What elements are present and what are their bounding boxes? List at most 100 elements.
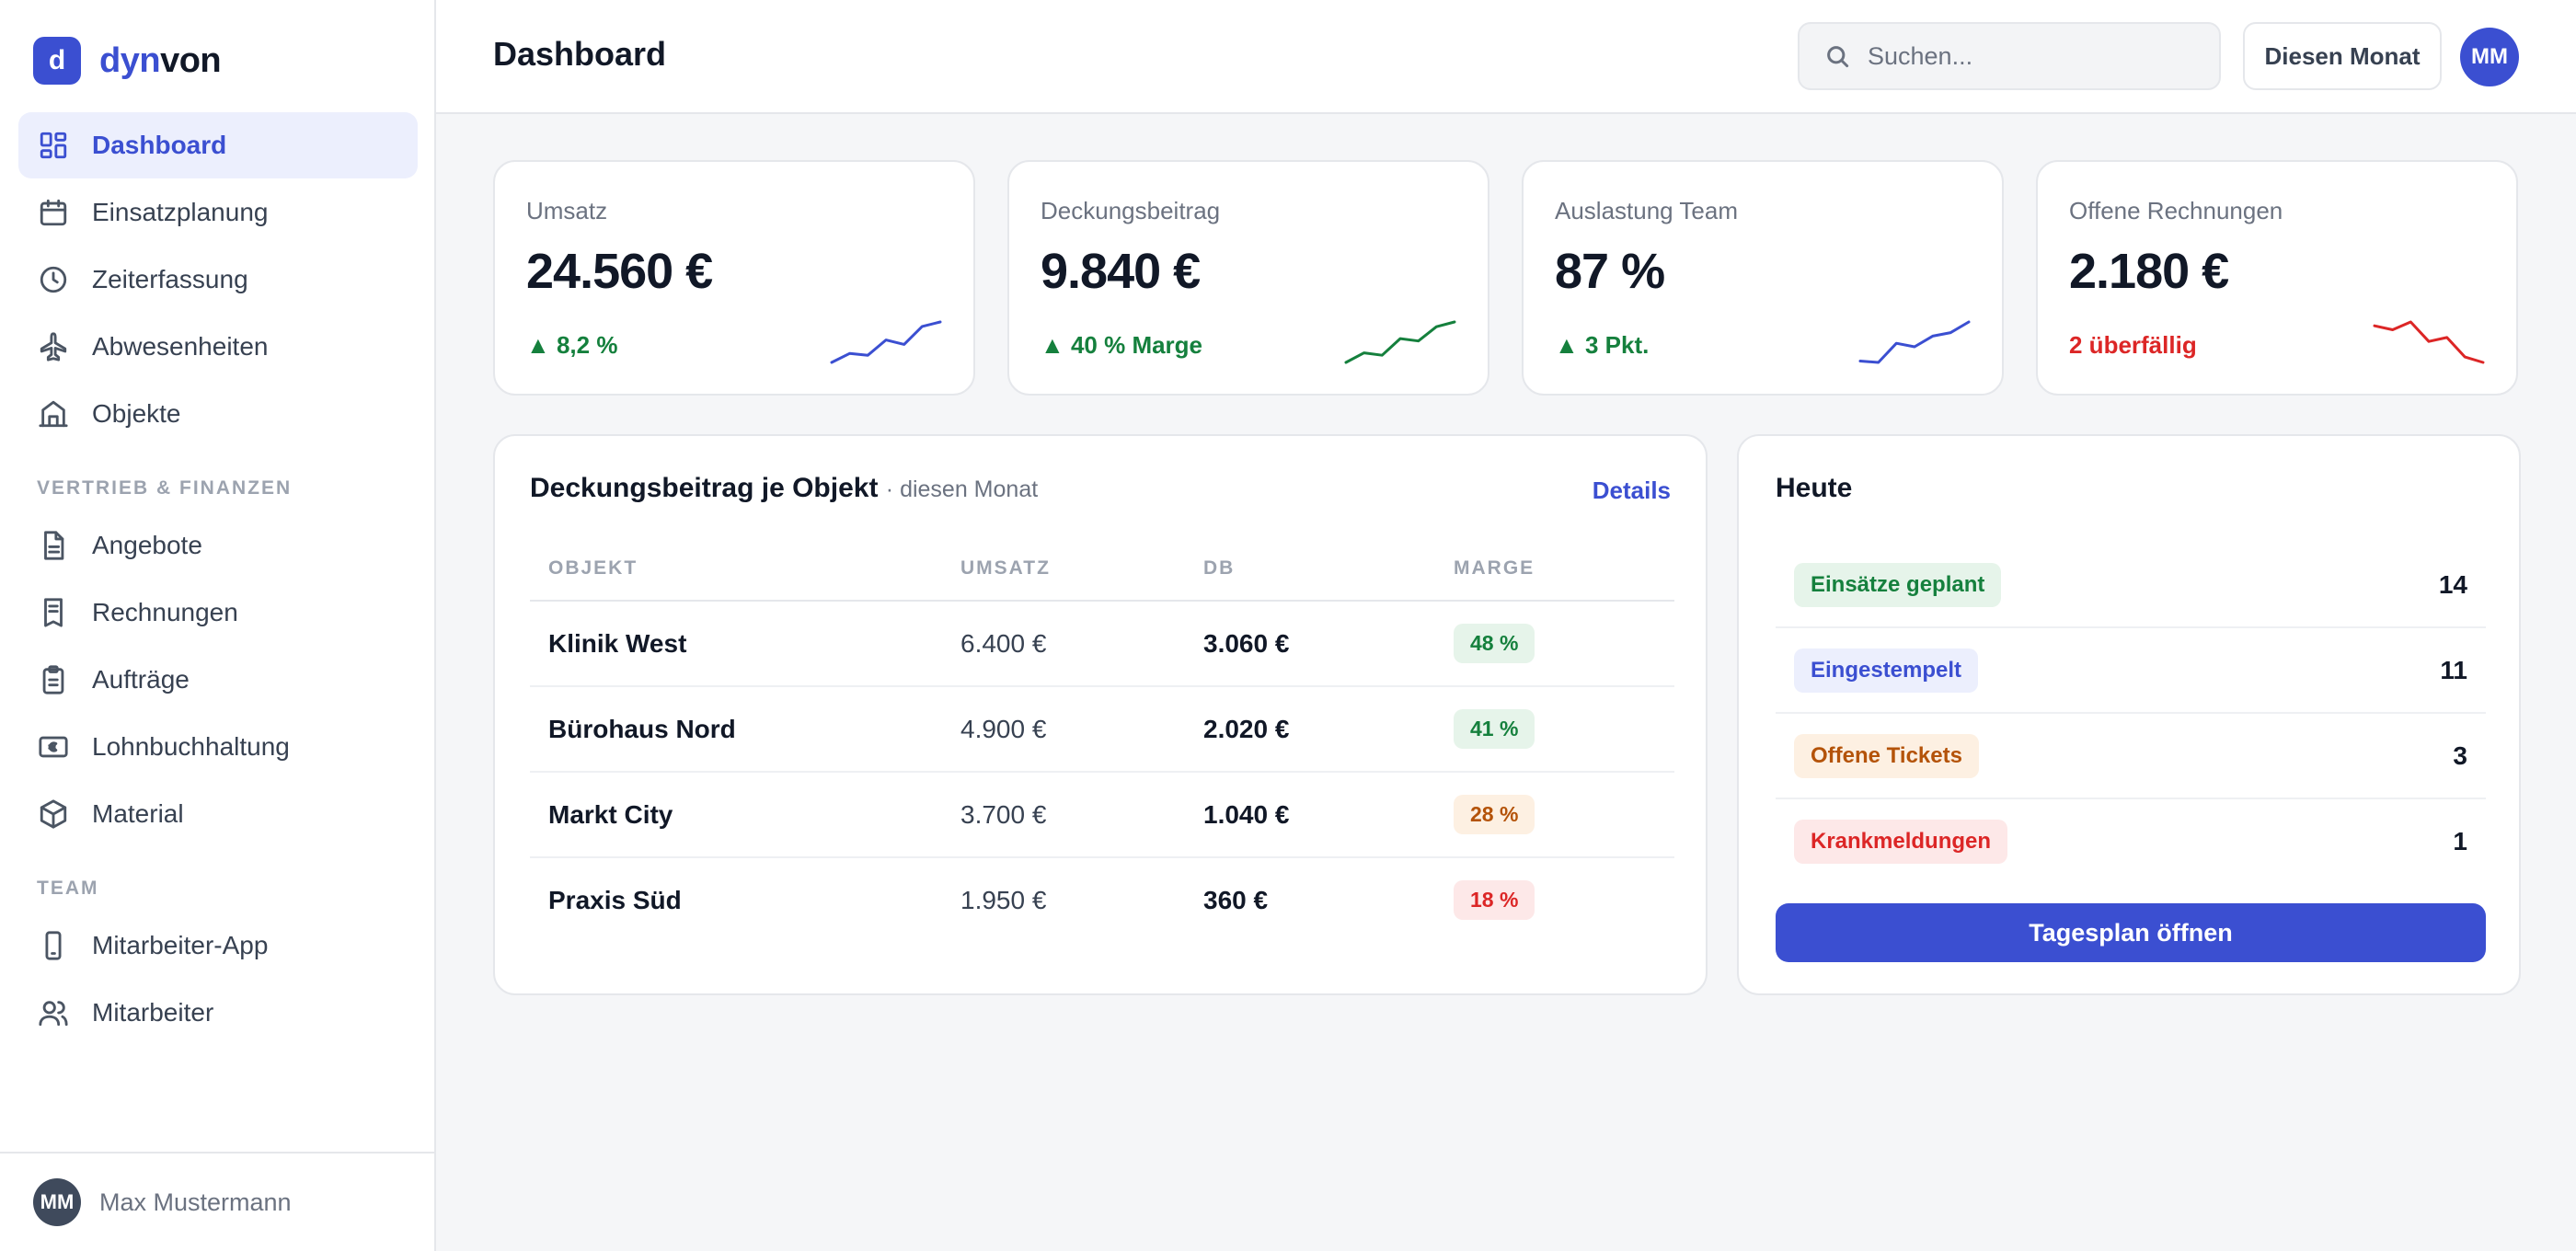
sidebar-item-mitarbeiter[interactable]: Mitarbeiter xyxy=(18,980,418,1046)
sparkline-path xyxy=(830,320,942,364)
open-day-plan-button[interactable]: Tagesplan öffnen xyxy=(1776,903,2486,962)
details-link[interactable]: Details xyxy=(1592,476,1671,504)
table-row[interactable]: Markt City 3.700 € 1.040 € 28 % xyxy=(530,773,1674,858)
sparkline-path xyxy=(2373,320,2485,364)
sidebar-item-label: Mitarbeiter-App xyxy=(92,931,269,959)
sidebar-item-dashboard[interactable]: Dashboard xyxy=(18,112,418,178)
kpi-value: 2.180 € xyxy=(2069,244,2229,299)
card-title: Heute xyxy=(1776,473,1853,503)
sidebar-item-abwesenheiten[interactable]: Abwesenheiten xyxy=(18,314,418,380)
page-title: Dashboard xyxy=(493,35,667,73)
cell-objekt: Markt City xyxy=(548,799,673,829)
sidebar: d dynvon Dashboard Einsatzplanung Zeiter… xyxy=(0,0,436,1251)
table-row[interactable]: Bürohaus Nord 4.900 € 2.020 € 41 % xyxy=(530,687,1674,773)
period-select-button[interactable]: Diesen Monat xyxy=(2243,22,2442,90)
kpi-label: Auslastung Team xyxy=(1555,197,1738,224)
sidebar-item-label: Aufträge xyxy=(92,665,190,694)
nav-section-team: TEAM xyxy=(37,878,99,899)
sidebar-item-label: Abwesenheiten xyxy=(92,332,269,361)
sidebar-item-einsatzplanung[interactable]: Einsatzplanung xyxy=(18,179,418,246)
kpi-delta: ▲ 3 Pkt. xyxy=(1555,331,1650,359)
search-box[interactable] xyxy=(1798,22,2221,90)
top-header: Dashboard Diesen Monat MM xyxy=(436,0,2576,114)
box-icon xyxy=(37,798,70,831)
avatar: MM xyxy=(33,1178,81,1226)
column-header-umsatz: UMSATZ xyxy=(960,557,1051,579)
list-item[interactable]: Krankmeldungen 1 xyxy=(1776,799,2486,885)
kpi-sparkline xyxy=(2373,320,2485,364)
item-count: 11 xyxy=(2440,655,2467,684)
sidebar-item-label: Mitarbeiter xyxy=(92,998,214,1027)
list-item[interactable]: Eingestempelt 11 xyxy=(1776,628,2486,714)
list-item[interactable]: Einsätze geplant 14 xyxy=(1776,543,2486,628)
margin-badge: 41 % xyxy=(1454,709,1535,749)
sidebar-item-lohnbuchhaltung[interactable]: Lohnbuchhaltung xyxy=(18,714,418,780)
item-count: 3 xyxy=(2453,740,2467,770)
sidebar-item-label: Dashboard xyxy=(92,131,227,159)
airplane-icon xyxy=(37,330,70,363)
calendar-icon xyxy=(37,196,70,229)
cell-umsatz: 6.400 € xyxy=(960,628,1047,658)
sidebar-item-label: Lohnbuchhaltung xyxy=(92,732,290,761)
sidebar-item-objekte[interactable]: Objekte xyxy=(18,381,418,447)
kpi-sparkline xyxy=(1344,320,1456,364)
sidebar-item-label: Einsatzplanung xyxy=(92,198,269,226)
building-icon xyxy=(37,397,70,430)
search-icon xyxy=(1827,46,1849,68)
kpi-card-offene-rechnungen: Offene Rechnungen 2.180 € 2 überfällig xyxy=(2036,160,2518,396)
clock-icon xyxy=(37,263,70,296)
sidebar-item-zeiterfassung[interactable]: Zeiterfassung xyxy=(18,247,418,313)
search-input[interactable] xyxy=(1868,41,2199,71)
phone-icon xyxy=(37,929,70,962)
sidebar-item-label: Rechnungen xyxy=(92,598,238,626)
status-badge: Offene Tickets xyxy=(1794,734,1979,778)
user-name: Max Mustermann xyxy=(99,1188,292,1216)
sidebar-item-label: Angebote xyxy=(92,531,202,559)
sparkline-path xyxy=(1344,320,1456,364)
kpi-value: 24.560 € xyxy=(526,244,713,299)
status-badge: Eingestempelt xyxy=(1794,648,1979,693)
sidebar-item-label: Material xyxy=(92,799,184,828)
cell-umsatz: 3.700 € xyxy=(960,799,1047,829)
kpi-card-umsatz: Umsatz 24.560 € ▲ 8,2 % xyxy=(493,160,975,396)
cell-db: 2.020 € xyxy=(1203,714,1290,743)
table-row[interactable]: Praxis Süd 1.950 € 360 € 18 % xyxy=(530,858,1674,944)
kpi-label: Offene Rechnungen xyxy=(2069,197,2283,224)
cell-objekt: Klinik West xyxy=(548,628,687,658)
margin-badge: 48 % xyxy=(1454,624,1535,663)
sidebar-item-mitarbeiter-app[interactable]: Mitarbeiter-App xyxy=(18,912,418,979)
status-badge: Einsätze geplant xyxy=(1794,563,2002,607)
margin-badge: 28 % xyxy=(1454,795,1535,834)
contribution-table-card: Deckungsbeitrag je Objekt · diesen Monat… xyxy=(493,434,1708,995)
sparkline-path xyxy=(1858,320,1971,364)
dashboard-grid-icon xyxy=(37,129,70,162)
brand-mark: d xyxy=(33,37,81,85)
card-title: Deckungsbeitrag je Objekt · diesen Monat xyxy=(530,473,1039,503)
brand-name: dynvon xyxy=(99,40,222,80)
cell-objekt: Praxis Süd xyxy=(548,885,682,914)
euro-cash-icon xyxy=(37,730,70,763)
user-avatar-button[interactable]: MM xyxy=(2460,28,2519,86)
cell-db: 360 € xyxy=(1203,885,1269,914)
sidebar-item-angebote[interactable]: Angebote xyxy=(18,512,418,579)
table-row[interactable]: Klinik West 6.400 € 3.060 € 48 % xyxy=(530,602,1674,687)
cell-umsatz: 4.900 € xyxy=(960,714,1047,743)
clipboard-icon xyxy=(37,663,70,696)
header-divider xyxy=(530,600,1674,602)
kpi-label: Deckungsbeitrag xyxy=(1041,197,1221,224)
sidebar-nav: Dashboard Einsatzplanung Zeiterfassung A… xyxy=(18,112,418,1047)
kpi-delta: ▲ 8,2 % xyxy=(526,331,618,359)
cell-db: 3.060 € xyxy=(1203,628,1290,658)
sidebar-item-material[interactable]: Material xyxy=(18,781,418,847)
column-header-marge: MARGE xyxy=(1454,557,1535,579)
kpi-value: 9.840 € xyxy=(1041,244,1201,299)
item-count: 1 xyxy=(2453,826,2467,855)
brand-logo[interactable]: d dynvon xyxy=(33,37,222,85)
item-count: 14 xyxy=(2438,569,2467,599)
current-user[interactable]: MM Max Mustermann xyxy=(0,1152,434,1251)
kpi-delta: ▲ 40 % Marge xyxy=(1041,331,1203,359)
sidebar-item-auftraege[interactable]: Aufträge xyxy=(18,647,418,713)
kpi-sparkline xyxy=(1858,320,1971,364)
list-item[interactable]: Offene Tickets 3 xyxy=(1776,714,2486,799)
sidebar-item-rechnungen[interactable]: Rechnungen xyxy=(18,580,418,646)
